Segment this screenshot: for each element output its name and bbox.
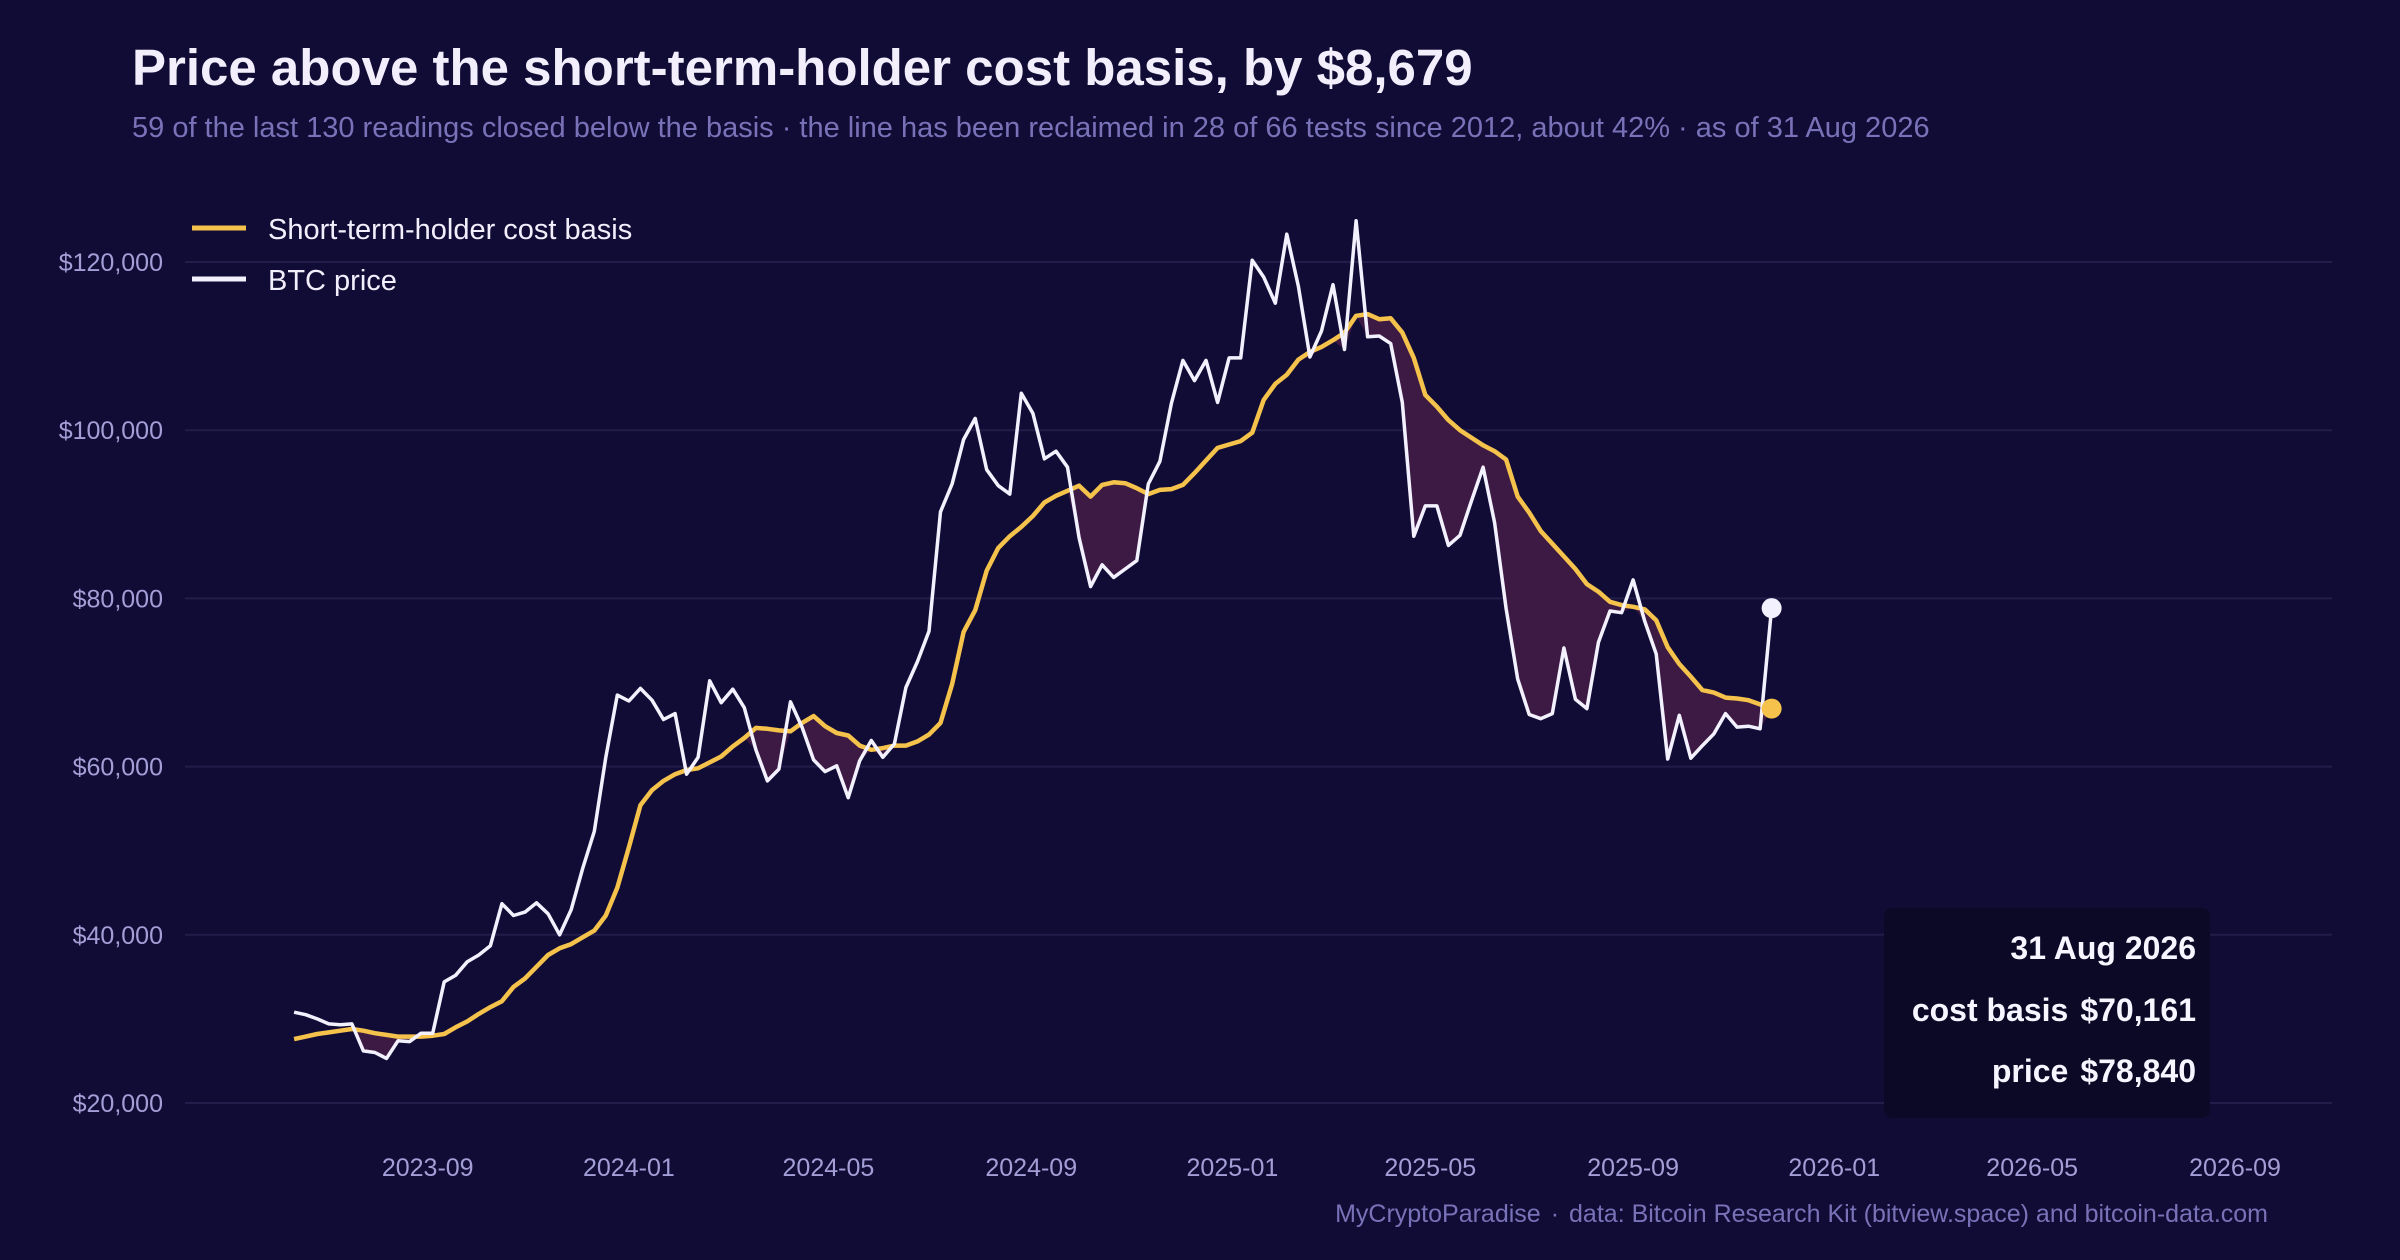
footer-separator: ·	[1550, 1200, 1560, 1228]
x-axis: 2023-09 2024-01 2024-05 2024-09 2025-01 2025-…	[382, 1154, 2281, 1182]
y-tick-label: $60,000	[73, 754, 163, 782]
tooltip-basis-value: $70,161	[2080, 992, 2196, 1028]
footer-source: data: Bitcoin Research Kit (bitview.spac…	[1569, 1200, 2268, 1228]
x-tick-label: 2026-01	[1788, 1154, 1880, 1182]
x-tick-label: 2024-01	[583, 1154, 675, 1182]
tooltip-basis-label: cost basis	[1911, 992, 2069, 1028]
btc-price-endpoint	[1761, 598, 1782, 619]
legend-label-price: BTC price	[268, 265, 397, 297]
cost-basis-line	[293, 311, 1773, 1042]
chart-subtitle: 59 of the last 130 readings closed below…	[132, 112, 1930, 144]
x-tick-label: 2026-09	[2189, 1154, 2281, 1182]
below-basis-region	[790, 716, 872, 798]
below-basis-region	[1633, 606, 1772, 759]
y-tick-label: $40,000	[73, 922, 163, 950]
x-tick-label: 2026-05	[1986, 1154, 2078, 1182]
x-tick-label: 2024-09	[985, 1154, 1077, 1182]
y-axis: $20,000 $40,000 $60,000 $80,000 $100,000 $120…	[59, 249, 163, 1118]
legend-label-basis: Short-term-holder cost basis	[268, 214, 632, 246]
btc-price-line	[293, 219, 1774, 1061]
tooltip-date: 31 Aug 2026	[2010, 930, 2196, 966]
y-tick-label: $100,000	[59, 417, 163, 445]
tooltip-price-row: price $78,840	[1992, 1053, 2196, 1090]
y-tick-label: $80,000	[73, 585, 163, 613]
x-tick-label: 2025-09	[1587, 1154, 1679, 1182]
x-tick-label: 2023-09	[382, 1154, 474, 1182]
tooltip-price-label: price	[1991, 1053, 2069, 1089]
below-basis-region	[1067, 482, 1149, 587]
y-tick-label: $20,000	[73, 1090, 163, 1118]
y-tick-label: $120,000	[59, 249, 163, 277]
footer-credit: MyCryptoParadise · data: Bitcoin Research …	[1335, 1200, 2268, 1229]
tooltip-price-value: $78,840	[2080, 1053, 2196, 1089]
x-tick-label: 2025-05	[1384, 1154, 1476, 1182]
x-tick-label: 2024-05	[783, 1154, 875, 1182]
tooltip-basis-row: cost basis $70,161	[1912, 992, 2196, 1029]
legend: Short-term-holder cost basis BTC price	[192, 214, 632, 297]
x-tick-label: 2025-01	[1187, 1154, 1279, 1182]
cost-basis-endpoint	[1761, 698, 1782, 719]
footer-brand: MyCryptoParadise	[1335, 1200, 1541, 1228]
endpoint-markers	[1761, 598, 1782, 719]
readout-tooltip: 31 Aug 2026 cost basis $70,161 price $78,8…	[1884, 908, 2210, 1118]
series-lines	[293, 219, 1774, 1061]
chart-title: Price above the short-term-holder cost b…	[132, 39, 1473, 96]
gridlines	[185, 261, 2332, 1104]
